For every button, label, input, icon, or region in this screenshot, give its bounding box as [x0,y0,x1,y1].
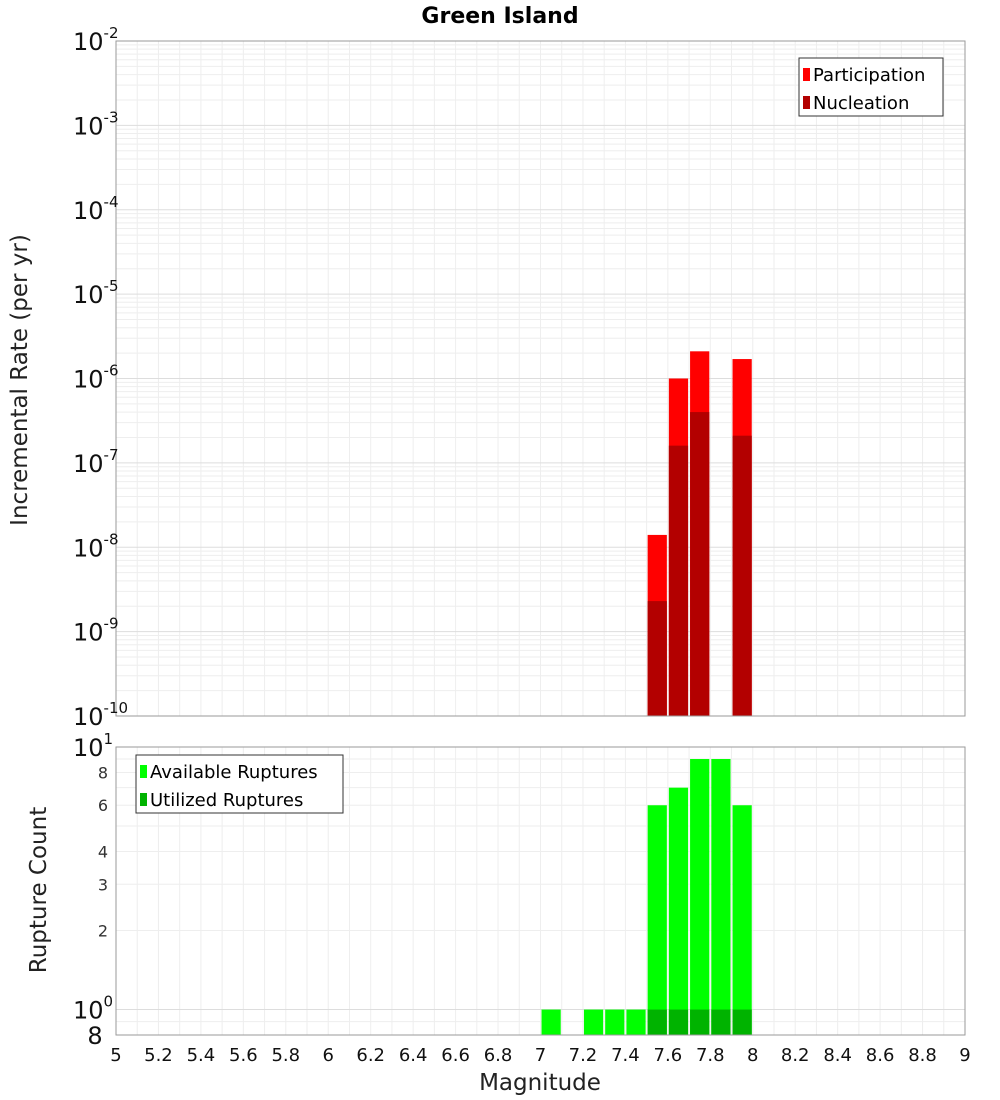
y-tick-label: 10-2 [73,24,119,56]
bar [732,1009,752,1035]
x-tick-label: 6.4 [399,1045,428,1066]
top-plot: Participation Nucleation 10-2 10-3 10-4 10-5 1… [73,24,966,731]
y-tick-label: 10-9 [73,615,119,647]
x-tick-label: 5.8 [271,1045,300,1066]
y-tick-label: 10-10 [73,699,128,731]
x-tick-label: 7.8 [696,1045,725,1066]
bar [583,1009,604,1035]
x-tick-label: 8.4 [823,1045,852,1066]
y-tick-label: 10-3 [73,108,119,140]
chart-title: Green Island [421,4,578,29]
x-tick-label: 5 [110,1045,121,1066]
x-tick-label: 9 [959,1045,970,1066]
bar [668,1009,689,1035]
legend-label: Participation [813,65,925,86]
y-tick-label: 100 [73,993,113,1025]
legend: Available Ruptures Utilized Ruptures [135,754,344,814]
x-tick-label: 7.6 [654,1045,683,1066]
y-minor-tick-label: 8 [98,763,108,782]
bar [668,445,689,716]
bar [541,1009,561,1035]
x-tick-label: 7.2 [569,1045,598,1066]
y-tick-label: 10-8 [73,530,119,562]
x-tick-label: 6.8 [484,1045,513,1066]
bottom-y-axis-title: Rupture Count [26,807,52,973]
x-tick-label: 6 [323,1045,334,1066]
legend-label: Nucleation [813,93,909,114]
plot-frame [115,40,966,717]
y-minor-tick-label: 4 [98,842,108,861]
y-edge-tick-label: 8 [87,1022,102,1050]
y-tick-label: 10-6 [73,362,119,394]
bar [711,1009,731,1035]
y-minor-tick-label: 3 [98,875,108,894]
bar [605,1009,625,1035]
y-tick-label: 101 [73,730,113,762]
legend-box [798,57,944,117]
x-tick-label: 7.4 [611,1045,640,1066]
y-tick-label: 10-4 [73,193,119,225]
top-y-axis-title: Incremental Rate (per yr) [7,234,33,526]
legend-box [135,754,344,814]
legend-swatch [140,765,147,778]
y-tick-label: 10-7 [73,446,119,478]
x-tick-label: 5.2 [144,1045,173,1066]
legend-label: Utilized Ruptures [150,790,303,811]
x-tick-label: 8.6 [866,1045,895,1066]
bar [626,1009,646,1035]
bar [732,435,752,716]
plot-frame [115,746,966,1036]
x-axis-title: Magnitude [479,1070,601,1096]
legend: Participation Nucleation [798,57,944,117]
bar [647,1009,667,1035]
x-tick-label: 6.6 [441,1045,470,1066]
x-tick-label: 5.4 [187,1045,216,1066]
bar [647,601,667,716]
bar [732,805,752,1035]
bar [647,805,667,1035]
y-tick-label: 10-5 [73,277,119,309]
bottom-plot: Available Ruptures Utilized Ruptures 101 10… [73,730,971,1066]
y-minor-tick-label: 6 [98,796,108,815]
x-tick-label: 8.8 [908,1045,937,1066]
y-minor-tick-label: 2 [98,922,108,941]
bar [690,412,710,716]
legend-label: Available Ruptures [150,762,318,783]
legend-swatch [140,793,147,806]
x-tick-label: 7 [535,1045,546,1066]
x-tick-label: 5.6 [229,1045,258,1066]
bar [690,1009,710,1035]
bar [668,787,689,1035]
legend-swatch [803,68,810,81]
x-tick-label: 8 [747,1045,758,1066]
bar [711,759,731,1035]
x-tick-label: 8.2 [781,1045,810,1066]
bar [690,759,710,1035]
x-tick-label: 6.2 [356,1045,385,1066]
legend-swatch [803,96,810,109]
